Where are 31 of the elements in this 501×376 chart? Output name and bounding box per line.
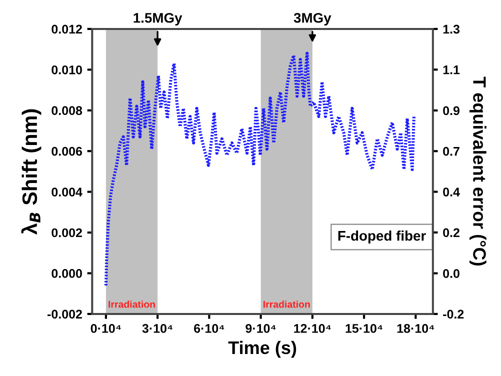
y2-tick-label: 0.9 [443, 106, 460, 116]
y2-tick-label: 1.3 [443, 24, 460, 34]
y-tick-label: 0.010 [52, 65, 82, 74]
x-tick-label: 15·10⁴ [346, 324, 382, 333]
y-tick-label: 0.000 [52, 269, 82, 278]
y-tick-label: -0.002 [48, 310, 82, 319]
y-tick-label: 0.012 [52, 24, 82, 34]
y-tick-label: 0.006 [52, 146, 82, 156]
annotation: 3MGy [294, 12, 332, 26]
band-label: Irradiation [108, 300, 155, 308]
y-tick-label: 0.008 [52, 106, 82, 116]
y2-tick-label: 0.2 [443, 228, 460, 238]
y2-tick-label: 0.4 [443, 188, 460, 196]
y2-tick-label: 0.7 [443, 146, 460, 156]
y2-axis-title: T equivalent error (°C) [470, 76, 486, 266]
y2-tick-label: -0.2 [443, 310, 464, 319]
annotation: F-doped fiber [338, 230, 426, 244]
x-tick-label: 3·10⁴ [142, 324, 172, 333]
y-axis-title: λ$_{B}$ Shift (nm) [21, 109, 42, 235]
y2-tick-label: 0.0 [443, 269, 460, 278]
x-tick-label: 12·10⁴ [294, 324, 331, 333]
annotation: 1.5MGy [134, 12, 182, 26]
y-tick-label: 0.004 [52, 188, 82, 196]
x-tick-label: 6·10⁴ [194, 324, 224, 333]
x-axis-title: Time (s) [228, 340, 296, 358]
x-tick-label: 18·10⁴ [397, 324, 434, 333]
band-label: Irradiation [263, 300, 310, 308]
y2-tick-label: 1.1 [443, 66, 460, 74]
y-tick-label: 0.002 [52, 228, 82, 238]
x-tick-label: 0·10⁴ [90, 324, 121, 333]
x-tick-label: 9·10⁴ [246, 324, 276, 333]
